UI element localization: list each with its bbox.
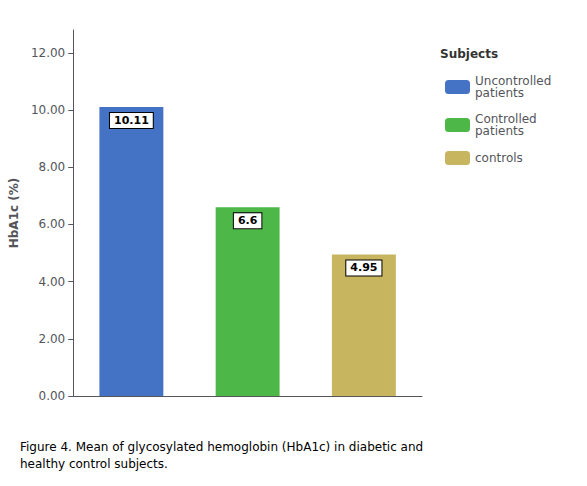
svg-text:Controlled: Controlled xyxy=(475,112,537,126)
svg-text:8.00: 8.00 xyxy=(39,160,66,174)
svg-text:2.00: 2.00 xyxy=(39,332,66,346)
svg-text:10.00: 10.00 xyxy=(31,103,65,117)
svg-text:HbA1c (%): HbA1c (%) xyxy=(7,178,21,249)
svg-text:6.00: 6.00 xyxy=(39,217,66,231)
svg-text:10.11: 10.11 xyxy=(114,114,149,127)
svg-text:6.6: 6.6 xyxy=(238,214,258,227)
svg-text:healthy control subjects.: healthy control subjects. xyxy=(20,457,168,471)
svg-text:4.95: 4.95 xyxy=(350,261,377,274)
svg-text:patients: patients xyxy=(475,86,524,100)
svg-text:0.00: 0.00 xyxy=(39,389,66,403)
svg-text:4.00: 4.00 xyxy=(39,275,66,289)
svg-text:Uncontrolled: Uncontrolled xyxy=(475,74,552,88)
svg-text:12.00: 12.00 xyxy=(31,46,65,60)
svg-text:Figure 4. Mean of glycosylated: Figure 4. Mean of glycosylated hemoglobi… xyxy=(20,440,423,454)
svg-text:controls: controls xyxy=(475,151,523,165)
svg-text:Subjects: Subjects xyxy=(440,47,498,61)
svg-text:patients: patients xyxy=(475,124,524,138)
